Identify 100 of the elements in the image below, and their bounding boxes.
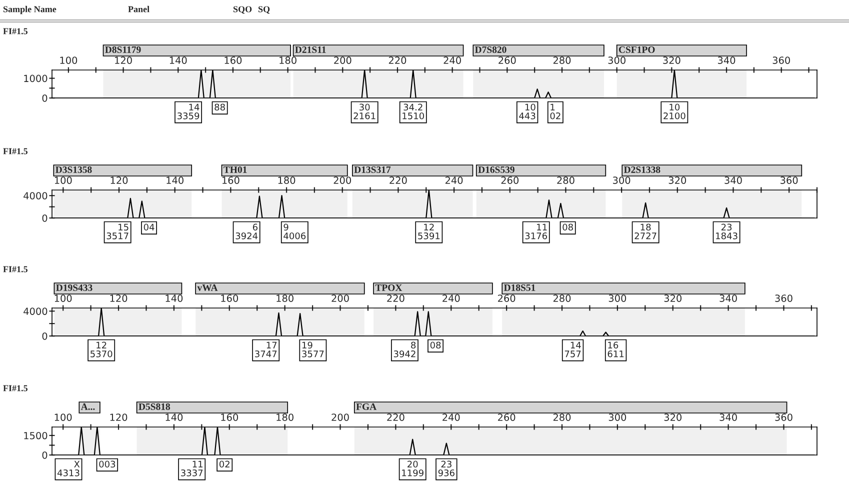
chart-title: FI#1.5 — [3, 28, 28, 34]
band-label: D16S539 — [478, 166, 514, 173]
y-tick-label: 0 — [42, 332, 48, 340]
x-tick-label: 280 — [557, 176, 574, 184]
x-tick-label: 180 — [276, 294, 294, 302]
y-tick-label: 0 — [42, 94, 48, 102]
annotation: X 4313 — [57, 460, 80, 476]
annotation: 20 1199 — [402, 460, 424, 476]
band-label: D21S11 — [295, 46, 326, 53]
y-tick-label: 0 — [42, 451, 48, 459]
x-tick-label: 200 — [334, 56, 352, 64]
x-tick-label: 280 — [553, 414, 571, 421]
annotation: 10 2100 — [664, 104, 686, 120]
x-tick-label: 140 — [166, 176, 184, 184]
x-tick-label: 160 — [221, 414, 238, 421]
x-tick-label: 140 — [170, 56, 187, 64]
x-tick-label: 360 — [772, 56, 790, 64]
x-tick-label: 180 — [278, 176, 296, 184]
x-tick-label: 120 — [110, 414, 128, 421]
text: SQ — [258, 6, 270, 14]
annotation: 08 — [430, 342, 441, 349]
annotation: 08 — [562, 224, 573, 231]
x-tick-label: 180 — [276, 414, 294, 421]
annotation: 23 1843 — [716, 224, 738, 240]
x-tick-label: 240 — [445, 176, 463, 184]
x-tick-label: 180 — [280, 56, 296, 64]
x-tick-label: 300 — [608, 56, 626, 64]
x-tick-label: 160 — [224, 56, 242, 64]
x-tick-label: 340 — [720, 294, 737, 302]
text: Panel — [128, 6, 150, 12]
annotation: 17 3747 — [255, 342, 277, 358]
x-tick-label: 320 — [664, 294, 682, 302]
x-tick-label: 260 — [498, 56, 516, 64]
annotation: 18 2727 — [634, 224, 656, 240]
band-label: D8S1179 — [105, 46, 141, 53]
band-label: CSF1PO — [618, 46, 655, 53]
annotation: 12 5370 — [90, 342, 112, 358]
band-label: D13S317 — [354, 166, 391, 173]
annotation: 6 3924 — [236, 224, 258, 240]
y-tick-label: 4000 — [24, 308, 48, 315]
x-tick-label: 120 — [110, 294, 128, 302]
band-label: TH01 — [224, 166, 247, 173]
x-tick-label: 260 — [501, 176, 519, 184]
x-tick-label: 100 — [54, 414, 72, 421]
annotation: 14 3359 — [177, 104, 200, 120]
x-tick-label: 260 — [498, 414, 516, 421]
text: SQO — [233, 6, 252, 14]
x-tick-label: 220 — [390, 176, 407, 184]
annotation: 88 — [214, 104, 225, 111]
text: Sample Name — [3, 6, 56, 14]
x-tick-label: 280 — [553, 294, 571, 302]
x-tick-label: 140 — [166, 294, 183, 302]
x-tick-label: 200 — [334, 176, 351, 184]
x-tick-label: 300 — [608, 414, 626, 421]
x-tick-label: 120 — [110, 176, 128, 184]
y-tick-label: 4000 — [24, 192, 48, 200]
x-tick-label: 100 — [60, 56, 78, 64]
x-tick-label: 320 — [668, 176, 686, 184]
annotation: 34.2 1510 — [402, 104, 424, 120]
x-tick-label: 100 — [54, 294, 72, 302]
x-tick-label: 220 — [387, 294, 404, 302]
x-tick-label: 280 — [553, 56, 571, 64]
band-label: D18S51 — [504, 284, 536, 291]
annotation: 12 5391 — [418, 224, 440, 240]
annotation: 15 3517 — [106, 224, 128, 240]
annotation: 1 02 — [550, 104, 560, 120]
x-tick-label: 200 — [332, 414, 349, 421]
band-label: TPOX — [375, 284, 402, 291]
annotation: 9 4006 — [284, 224, 306, 240]
x-tick-label: 220 — [388, 56, 406, 64]
annotation: 003 — [99, 460, 116, 468]
y-tick-label: 1000 — [24, 74, 48, 82]
x-tick-label: 340 — [720, 414, 737, 421]
x-tick-label: 340 — [718, 56, 736, 64]
x-tick-label: 160 — [221, 294, 238, 302]
band-label: D7S820 — [474, 46, 506, 53]
x-tick-label: 160 — [222, 176, 240, 184]
x-tick-label: 320 — [663, 56, 680, 64]
band-label: D19S433 — [56, 284, 92, 291]
chart-title: FI#1.5 — [3, 385, 28, 392]
band-label: D2S1338 — [624, 166, 660, 173]
x-tick-label: 100 — [54, 176, 72, 184]
annotation: 14 757 — [564, 342, 581, 358]
annotation: 16 611 — [608, 342, 624, 358]
chart-title: FI#1.5 — [3, 148, 28, 154]
annotation: 30 2161 — [354, 104, 376, 120]
x-tick-label: 240 — [444, 56, 461, 64]
annotation: 04 — [144, 224, 154, 231]
x-tick-label: 140 — [166, 414, 183, 421]
annotation: 8 3942 — [394, 342, 416, 358]
x-tick-label: 200 — [332, 294, 349, 302]
band-label: A... — [80, 403, 95, 410]
x-tick-label: 240 — [442, 294, 460, 302]
annotation: 02 — [219, 460, 230, 468]
annotation: 10 443 — [519, 104, 536, 120]
y-tick-label: 0 — [42, 214, 48, 222]
y-tick-label: 1500 — [24, 432, 48, 440]
x-tick-label: 300 — [608, 294, 626, 302]
band-label: FGA — [356, 403, 377, 410]
x-tick-label: 120 — [115, 56, 132, 64]
